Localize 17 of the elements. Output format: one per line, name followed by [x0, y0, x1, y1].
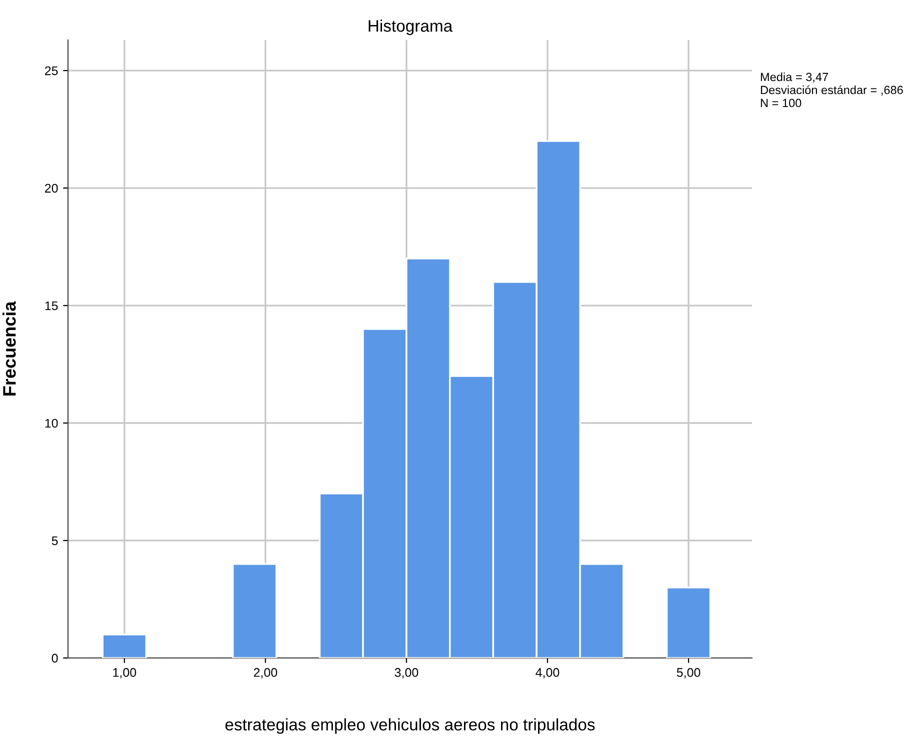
x-axis-title: estrategias empleo vehiculos aereos no tripulados	[225, 718, 595, 734]
x-tick-label: 4,00	[536, 668, 560, 678]
y-tick-label: 10	[45, 418, 58, 428]
y-tick-label: 0	[52, 654, 58, 663]
y-tick-label: 15	[45, 301, 58, 310]
y-tick-label: 25	[45, 66, 58, 76]
y-tick-label: 5	[52, 536, 58, 546]
chart-title: Histograma	[368, 20, 453, 36]
x-tick-label: 1,00	[113, 668, 136, 678]
y-tick-label: 20	[45, 184, 58, 193]
text: Desviación estándar = ,686	[760, 85, 903, 96]
text: N = 100	[760, 98, 802, 108]
x-tick-label: 5,00	[676, 668, 700, 678]
x-tick-label: 2,00	[254, 668, 278, 678]
y-axis-title: Frecuencia	[2, 301, 16, 396]
text: Media = 3,47	[760, 72, 828, 83]
x-tick-label: 3,00	[394, 668, 418, 678]
